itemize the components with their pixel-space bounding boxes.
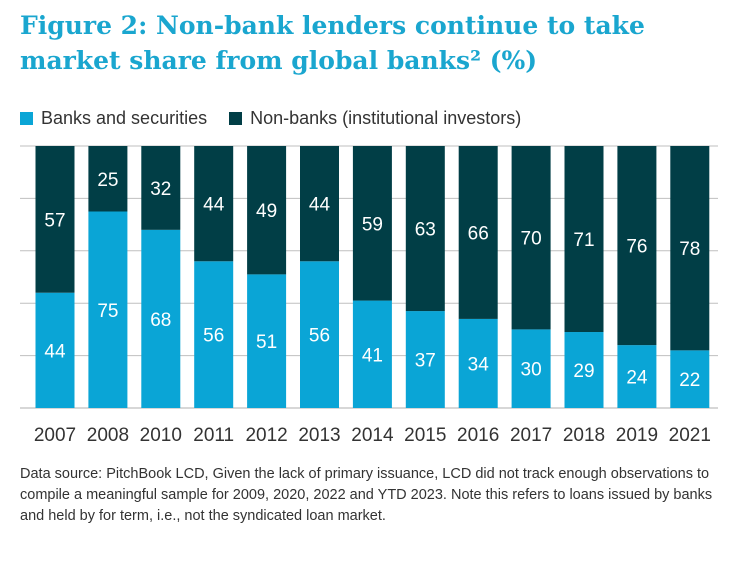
bar-non-banks-2021 <box>670 146 710 351</box>
bar-non-banks-2007 <box>35 146 75 293</box>
bar-group-2015: 37 63 2015 <box>404 146 446 446</box>
bar-group-2014: 41 59 2014 <box>351 146 394 446</box>
bar-banks-2008 <box>88 211 128 408</box>
data-label-non-banks-2013: 44 <box>309 195 331 216</box>
x-tick-label-2015: 2015 <box>404 425 446 446</box>
x-tick-label-2011: 2011 <box>193 425 234 446</box>
data-label-banks-2018: 29 <box>573 361 594 382</box>
x-tick-label-2018: 2018 <box>563 425 605 446</box>
bar-banks-2007 <box>35 292 75 408</box>
bar-non-banks-2015 <box>405 146 445 312</box>
bar-group-2011: 56 44 2011 <box>193 146 234 446</box>
data-label-non-banks-2010: 32 <box>150 179 171 200</box>
data-label-non-banks-2016: 66 <box>468 223 489 244</box>
x-tick-label-2016: 2016 <box>457 425 499 446</box>
bar-non-banks-2019 <box>617 146 657 346</box>
data-label-non-banks-2012: 49 <box>256 201 277 222</box>
bar-group-2021: 22 78 2021 <box>669 146 711 446</box>
data-label-banks-2021: 22 <box>679 370 700 391</box>
bar-banks-2016 <box>458 318 498 408</box>
bar-banks-2011 <box>194 261 234 408</box>
data-label-banks-2019: 24 <box>626 368 648 389</box>
footnote: Data source: PitchBook LCD, Given the la… <box>20 466 713 524</box>
bar-banks-2010 <box>141 229 181 408</box>
data-label-banks-2010: 68 <box>150 310 171 331</box>
bar-banks-2021 <box>670 350 710 408</box>
data-label-banks-2013: 56 <box>309 326 330 347</box>
bar-non-banks-2018 <box>564 146 604 333</box>
legend-swatch-non-banks <box>229 111 243 125</box>
x-tick-label-2012: 2012 <box>245 425 287 446</box>
data-label-banks-2014: 41 <box>362 345 383 366</box>
bar-group-2013: 56 44 2013 <box>298 146 341 446</box>
bar-banks-2013 <box>300 261 339 408</box>
bar-group-2012: 51 49 2012 <box>245 146 288 446</box>
data-label-banks-2016: 34 <box>468 354 490 375</box>
bar-group-2017: 30 70 2017 <box>510 146 552 446</box>
x-tick-label-2014: 2014 <box>351 425 394 446</box>
legend-swatch-banks <box>20 111 33 125</box>
data-label-banks-2015: 37 <box>415 351 436 372</box>
x-tick-label-2017: 2017 <box>510 425 552 446</box>
bar-banks-2015 <box>405 311 445 408</box>
data-label-banks-2007: 44 <box>44 341 66 362</box>
x-tick-label-2019: 2019 <box>616 425 658 446</box>
data-label-non-banks-2021: 78 <box>679 239 700 260</box>
chart-title: Figure 2: Non-bank lenders continue to t… <box>20 11 645 75</box>
bar-non-banks-2012 <box>247 146 287 275</box>
data-label-non-banks-2011: 44 <box>203 195 225 216</box>
data-label-banks-2017: 30 <box>521 360 542 381</box>
legend: Banks and securities Non-banks (institut… <box>20 106 543 130</box>
bar-banks-2018 <box>564 332 604 408</box>
bar-group-2008: 75 25 2008 <box>87 146 129 446</box>
bar-non-banks-2017 <box>511 146 551 330</box>
bar-group-2010: 68 32 2010 <box>140 146 182 446</box>
x-tick-label-2021: 2021 <box>669 425 711 446</box>
data-label-banks-2008: 75 <box>97 301 118 322</box>
bar-non-banks-2011 <box>194 146 234 262</box>
data-label-non-banks-2019: 76 <box>626 237 647 258</box>
bar-non-banks-2016 <box>458 146 498 319</box>
bar-banks-2019 <box>617 345 657 408</box>
data-label-non-banks-2015: 63 <box>415 220 436 241</box>
bar-group-2019: 24 76 2019 <box>616 146 658 446</box>
data-label-non-banks-2018: 71 <box>573 230 594 251</box>
x-tick-label-2010: 2010 <box>140 425 182 446</box>
data-label-non-banks-2017: 70 <box>521 229 542 250</box>
bar-group-2018: 29 71 2018 <box>563 146 605 446</box>
data-label-banks-2011: 56 <box>203 326 224 347</box>
data-label-non-banks-2014: 59 <box>362 214 383 235</box>
legend-label-banks: Banks and securities <box>41 107 208 128</box>
bar-banks-2017 <box>511 329 551 408</box>
bar-banks-2014 <box>352 300 392 408</box>
bar-group-2007: 44 57 2007 <box>34 146 76 446</box>
bar-group-2016: 34 66 2016 <box>457 146 499 446</box>
bar-non-banks-2008 <box>88 146 128 212</box>
bar-non-banks-2010 <box>141 146 181 230</box>
x-tick-label-2013: 2013 <box>298 425 340 446</box>
bar-banks-2012 <box>247 274 287 408</box>
legend-item-non-banks: Non-banks (institutional investors) <box>229 108 521 129</box>
bar-non-banks-2014 <box>352 146 392 301</box>
legend-label-non-banks: Non-banks (institutional investors) <box>250 107 522 128</box>
legend-item-banks: Banks and securities <box>20 108 207 129</box>
data-label-banks-2012: 51 <box>256 332 277 353</box>
x-tick-label-2007: 2007 <box>34 425 76 446</box>
data-label-non-banks-2008: 25 <box>97 170 118 191</box>
data-label-non-banks-2007: 57 <box>44 210 65 231</box>
x-tick-label-2008: 2008 <box>87 425 129 446</box>
bar-non-banks-2013 <box>300 146 339 262</box>
